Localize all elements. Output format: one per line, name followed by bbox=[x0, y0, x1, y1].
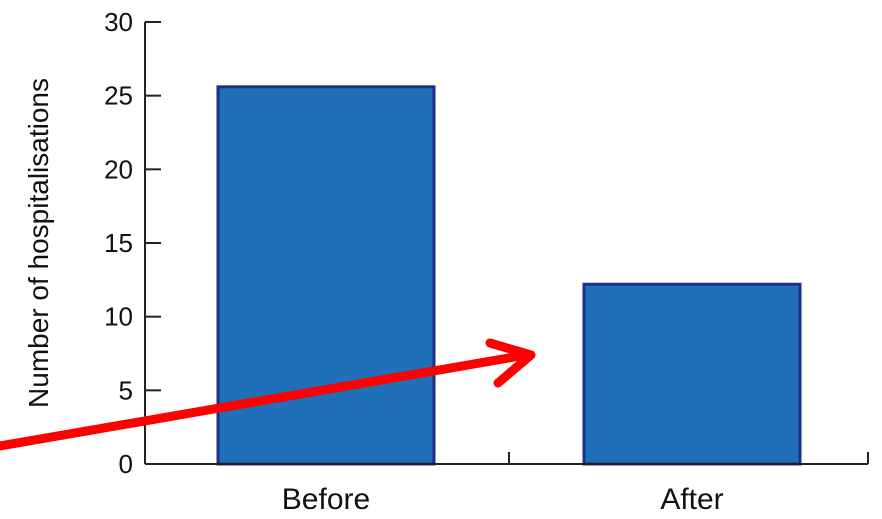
x-category-label: Before bbox=[282, 483, 370, 516]
y-axis-title: Number of hospitalisations bbox=[23, 78, 54, 408]
arrow-head bbox=[485, 338, 536, 388]
y-ticks-group: 0 5 10 15 20 25 30 bbox=[104, 7, 161, 479]
arrow-shaft bbox=[0, 351, 525, 451]
red-arrow-annotation bbox=[0, 338, 536, 451]
bar-before bbox=[216, 85, 436, 466]
y-tick-label: 10 bbox=[104, 302, 133, 332]
y-tick-label: 30 bbox=[104, 7, 133, 37]
y-tick-label: 25 bbox=[104, 81, 133, 111]
y-tick-label: 20 bbox=[104, 154, 133, 184]
y-tick-label: 15 bbox=[104, 228, 133, 258]
x-ticks-group: Before After bbox=[144, 452, 869, 516]
y-tick-label: 0 bbox=[119, 449, 133, 479]
bar-after bbox=[582, 282, 802, 466]
bars-group bbox=[216, 85, 802, 466]
x-category-label: After bbox=[660, 483, 723, 516]
y-tick-label: 5 bbox=[119, 375, 133, 405]
